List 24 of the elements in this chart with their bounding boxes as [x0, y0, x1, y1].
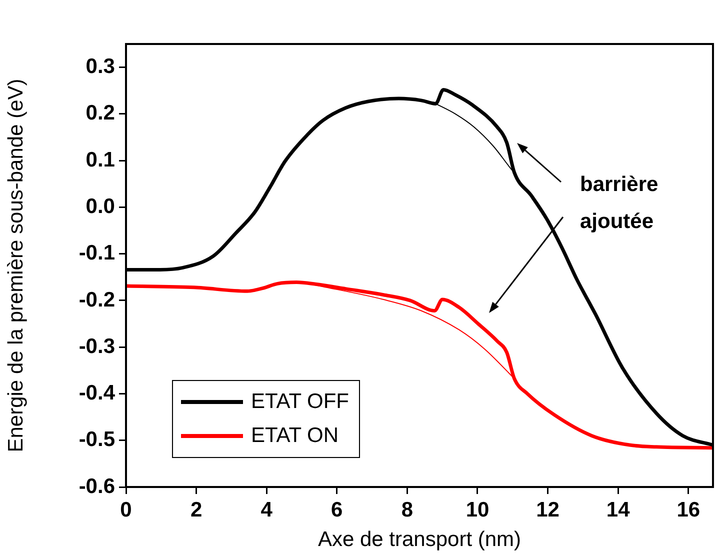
x-tick-label: 0: [120, 498, 132, 522]
x-tick-label: 10: [466, 498, 490, 522]
y-tick-label: 0.1: [86, 148, 116, 172]
legend-label: ETAT OFF: [251, 390, 349, 414]
x-tick-label: 2: [190, 498, 202, 522]
x-tick-label: 16: [676, 498, 700, 522]
legend-label: ETAT ON: [251, 424, 339, 448]
y-tick-label: -0.6: [78, 474, 115, 498]
x-tick-label: 12: [536, 498, 560, 522]
x-tick-label: 6: [331, 498, 343, 522]
y-tick-label: -0.3: [78, 334, 115, 358]
y-tick-label: 0.2: [86, 102, 115, 125]
x-tick-label: 14: [606, 498, 630, 522]
y-tick-label: -0.1: [78, 242, 116, 265]
x-tick-label: 4: [260, 498, 273, 522]
y-tick-label: 0.3: [86, 55, 115, 78]
x-tick-label: 8: [401, 498, 414, 522]
annotation: barrière ajoutée: [580, 172, 658, 235]
y-tick-label: -0.4: [78, 382, 116, 405]
y-axis-title: Energie de la première sous-bande (eV): [4, 78, 28, 452]
y-tick-label: -0.5: [78, 428, 116, 452]
y-tick-label: -0.2: [78, 288, 115, 312]
x-axis-title: Axe de transport (nm): [318, 528, 522, 552]
y-tick-label: 0.0: [86, 195, 115, 218]
